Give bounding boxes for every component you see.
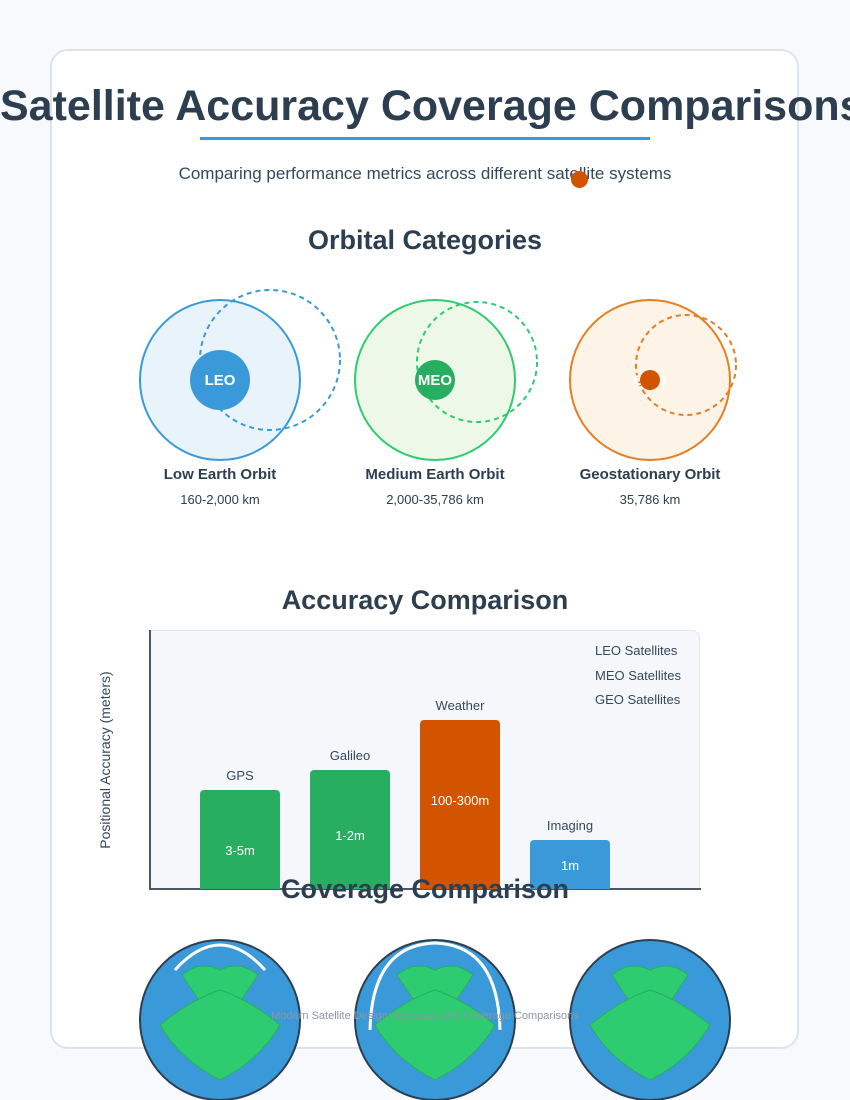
bar-value-weather: 100-300m [430,793,490,808]
page-subtitle: Comparing performance metrics across dif… [178,164,672,183]
bar-value-galileo: 1-2m [335,828,365,843]
orbital-categories-title: Orbital Categories [307,225,543,255]
coverage-globe-leo [139,939,301,1100]
bar-weather [420,720,500,889]
page-title: Satellite Accuracy Coverage Comparisons [0,82,850,130]
geo-orbit-path [635,314,737,416]
bar-label-imaging: Imaging [546,818,594,833]
geo-badge-circle [640,370,660,390]
leo-range: 160-2,000 km [180,492,260,507]
orbit-geo: GEO [569,299,737,461]
bar-label-galileo: Galileo [329,748,371,763]
coverage-arc-meo [368,941,502,1031]
bar-value-gps: 3-5m [225,843,255,858]
geo-name: Geostationary Orbit [579,466,721,483]
meo-name: Medium Earth Orbit [365,466,505,483]
orbit-leo: LEO [139,289,341,461]
meo-badge-circle [415,360,455,400]
leo-name: Low Earth Orbit [163,466,277,483]
coverage-area-leo-large [159,989,281,1081]
leo-badge-label: LEO [205,372,236,389]
accent-dot [571,171,588,188]
title-underline [200,137,650,140]
legend-geo: GEO Satellites [595,692,681,707]
meo-orbit-path [416,301,538,423]
leo-badge-circle [190,350,250,410]
coverage-globe-meo [354,939,516,1100]
coverage-area-geo-large [589,989,711,1081]
orbit-meo: MEO [354,299,538,461]
coverage-comparison-title: Coverage Comparison [280,874,570,904]
bar-imaging [530,840,610,889]
bar-galileo [310,770,390,889]
bar-value-imaging: 1m [560,858,580,873]
chart-y-axis [149,630,151,890]
legend-meo: MEO Satellites [595,668,681,683]
legend-leo: LEO Satellites [595,643,678,658]
bar-gps [200,790,280,889]
geo-range: 35,786 km [619,492,681,507]
chart-x-axis [149,888,701,890]
bar-label-weather: Weather [435,698,485,713]
bar-label-gps: GPS [226,768,254,783]
accuracy-comparison-title: Accuracy Comparison [281,585,569,615]
footer-caption: Modern Satellite Design: Accuracy and Co… [271,1010,579,1022]
meo-badge-label: MEO [418,372,453,389]
meo-range: 2,000-35,786 km [386,492,484,507]
coverage-area-meo-large [374,989,496,1081]
coverage-arc-leo [173,943,267,972]
coverage-globe-geo [569,939,731,1100]
